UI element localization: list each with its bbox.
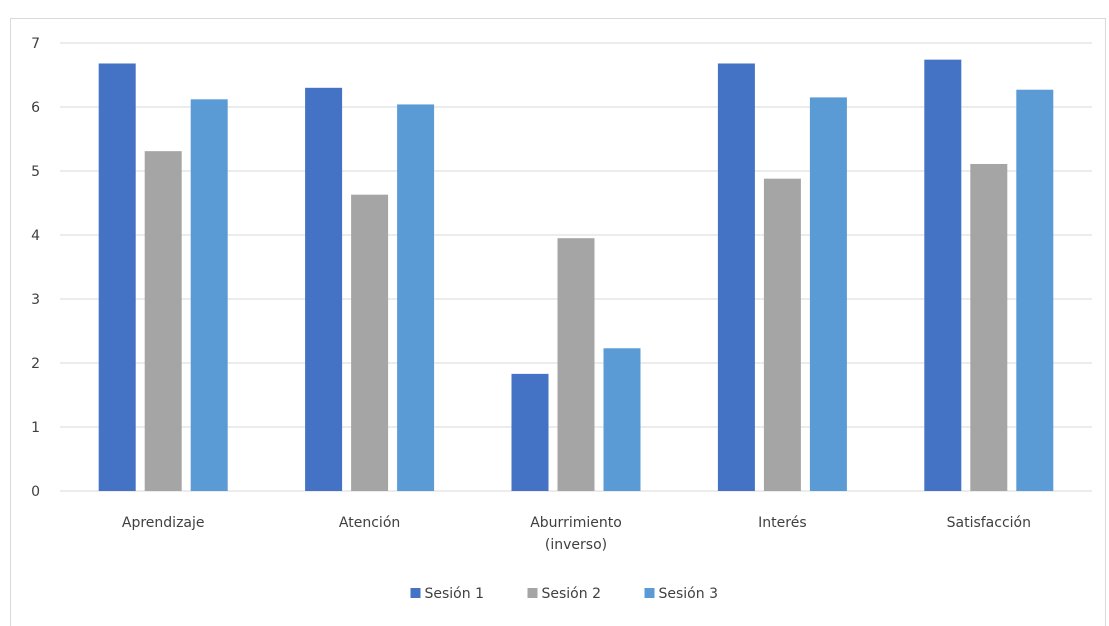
y-tick-label: 7 bbox=[31, 36, 40, 52]
y-tick-label: 2 bbox=[31, 356, 40, 372]
x-axis-categories: Aprendizaje Atención Aburrimiento (inverso)… bbox=[122, 515, 1031, 553]
bar-2-1 bbox=[144, 151, 182, 491]
y-axis-ticks: 0 1 2 3 4 5 6 7 bbox=[31, 36, 40, 500]
bar-3-2 bbox=[397, 104, 435, 491]
bar-2-3 bbox=[557, 238, 595, 491]
bar-1-1 bbox=[98, 63, 136, 491]
y-tick-label: 1 bbox=[31, 420, 40, 436]
legend-label-1: Sesión 1 bbox=[425, 586, 484, 602]
y-tick-label: 3 bbox=[31, 292, 40, 308]
y-tick-label: 4 bbox=[31, 228, 40, 244]
bar-1-5 bbox=[924, 59, 962, 491]
legend: Sesión 1 Sesión 2 Sesión 3 bbox=[410, 586, 718, 602]
x-category-label: Atención bbox=[339, 515, 400, 531]
bar-3-4 bbox=[809, 97, 847, 492]
legend-label-2: Sesión 2 bbox=[542, 586, 601, 602]
legend-swatch-2 bbox=[527, 588, 538, 598]
y-tick-label: 6 bbox=[31, 100, 40, 116]
bar-2-4 bbox=[763, 178, 801, 491]
bar-1-3 bbox=[511, 373, 549, 491]
bars bbox=[98, 59, 1054, 492]
legend-label-3: Sesión 3 bbox=[659, 586, 718, 602]
x-category-label: Satisfacción bbox=[947, 515, 1031, 531]
y-tick-label: 5 bbox=[31, 164, 40, 180]
legend-swatch-1 bbox=[410, 588, 421, 598]
x-category-label: Aprendizaje bbox=[122, 515, 205, 531]
bar-1-2 bbox=[305, 87, 343, 492]
bar-1-4 bbox=[717, 63, 755, 491]
bar-2-2 bbox=[351, 194, 389, 491]
bar-3-5 bbox=[1016, 89, 1054, 491]
bar-3-1 bbox=[190, 99, 228, 491]
legend-swatch-3 bbox=[644, 588, 655, 598]
bar-3-3 bbox=[603, 348, 641, 491]
x-category-label: Interés bbox=[758, 515, 806, 531]
x-category-label: Aburrimiento (inverso) bbox=[530, 515, 622, 553]
y-tick-label: 0 bbox=[31, 484, 40, 500]
bar-2-5 bbox=[970, 163, 1008, 491]
